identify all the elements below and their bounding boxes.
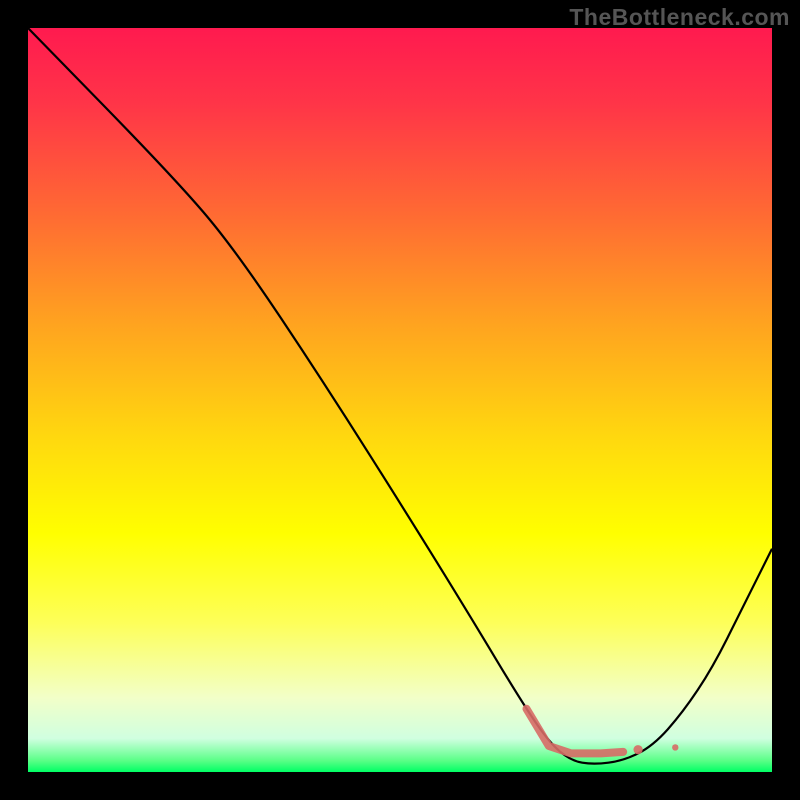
highlight-dot bbox=[672, 744, 678, 750]
chart-root: TheBottleneck.com bbox=[0, 0, 800, 800]
watermark-text: TheBottleneck.com bbox=[569, 4, 790, 31]
highlight-dot bbox=[633, 745, 642, 754]
plot-area bbox=[28, 28, 772, 772]
chart-svg bbox=[0, 0, 800, 800]
